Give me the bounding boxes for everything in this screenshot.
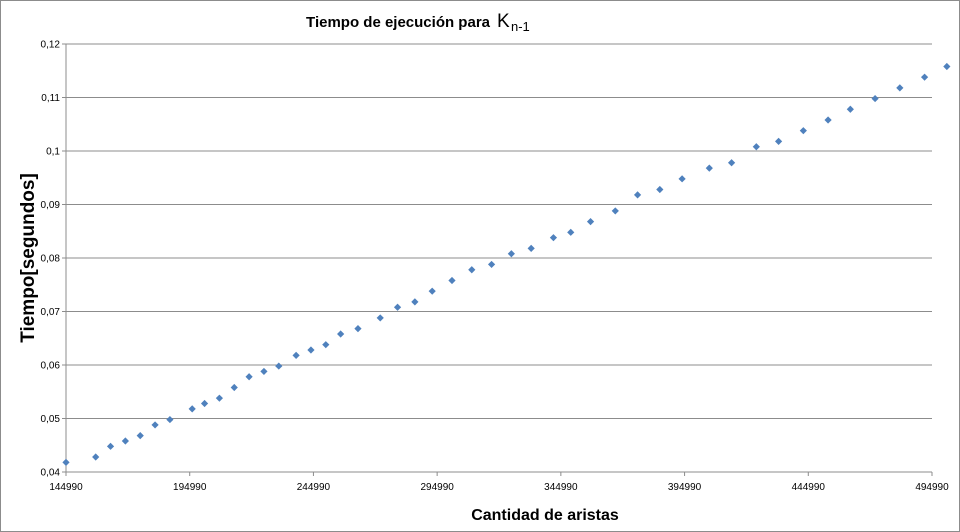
y-tick-label: 0,1 <box>46 147 60 158</box>
chart-title-symbol: K <box>497 11 510 32</box>
data-point <box>200 399 209 408</box>
data-point <box>92 453 100 461</box>
data-point <box>487 260 496 269</box>
data-point <box>121 437 129 445</box>
data-point <box>307 346 315 354</box>
data-point <box>260 367 268 376</box>
data-point <box>586 218 595 226</box>
data-point <box>188 405 196 413</box>
data-point <box>824 116 832 124</box>
y-tick-label: 0,09 <box>41 200 61 211</box>
data-point <box>376 314 384 322</box>
y-tick-label: 0,05 <box>41 414 61 425</box>
x-tick-label: 344990 <box>544 482 578 493</box>
data-point <box>611 207 619 215</box>
data-point <box>354 325 362 333</box>
data-point <box>166 415 174 424</box>
data-point <box>292 351 300 359</box>
data-point <box>567 228 575 236</box>
data-points <box>62 62 951 466</box>
y-tick-labels: 0,04 0,05 0,06 0,07 0,08 0,09 0,1 0,11 0,12 <box>41 40 61 479</box>
data-point <box>428 287 436 295</box>
chart-title: Tiempo de ejecución para K n-1 <box>306 11 530 34</box>
data-point <box>727 159 736 167</box>
data-point <box>752 143 760 151</box>
data-point <box>507 250 515 258</box>
data-point <box>106 442 115 450</box>
y-axis-title: Tiempo[segundos] <box>18 173 39 343</box>
data-point <box>337 330 345 338</box>
data-point <box>799 127 807 135</box>
data-point <box>656 185 664 194</box>
x-tick-labels: 144990 194990 244990 294990 344990 394990 4449… <box>49 482 949 493</box>
x-tick-label: 144990 <box>49 482 83 493</box>
x-tick-label: 244990 <box>297 482 331 493</box>
x-tick-label: 294990 <box>420 482 454 493</box>
x-tick-label: 394990 <box>668 482 702 493</box>
data-point <box>678 175 686 183</box>
gridlines <box>66 43 932 419</box>
data-point <box>62 458 70 466</box>
y-tick-label: 0,11 <box>41 93 60 104</box>
data-point <box>871 94 879 103</box>
data-point <box>846 105 854 113</box>
y-tick-label: 0,07 <box>41 307 61 318</box>
data-point <box>245 373 253 381</box>
y-tick-label: 0,06 <box>41 361 61 372</box>
data-point <box>774 137 783 145</box>
data-point <box>275 362 283 370</box>
chart-title-subscript: n-1 <box>511 19 530 34</box>
data-point <box>448 276 456 285</box>
x-axis-title: Cantidad de aristas <box>471 507 619 524</box>
data-point <box>920 73 929 81</box>
chart-title-main: Tiempo de ejecución para <box>306 14 491 31</box>
data-point <box>322 341 330 349</box>
x-tick-label: 494990 <box>915 482 949 493</box>
data-point <box>549 234 558 242</box>
data-point <box>943 62 951 71</box>
data-point <box>468 266 476 274</box>
data-point <box>136 432 144 440</box>
x-tick-label: 444990 <box>792 482 826 493</box>
y-tick-label: 0,04 <box>41 468 61 479</box>
data-point <box>896 84 904 92</box>
y-tick-label: 0,08 <box>41 254 61 265</box>
data-point <box>633 191 642 199</box>
y-tick-label: 0,12 <box>41 40 61 51</box>
data-point <box>151 421 159 429</box>
data-point <box>393 303 402 311</box>
x-tick-label: 194990 <box>173 482 207 493</box>
data-point <box>230 383 238 392</box>
data-point <box>705 164 713 172</box>
axes <box>62 43 933 476</box>
data-point <box>215 394 224 402</box>
data-point <box>411 298 419 306</box>
data-point <box>527 244 535 252</box>
